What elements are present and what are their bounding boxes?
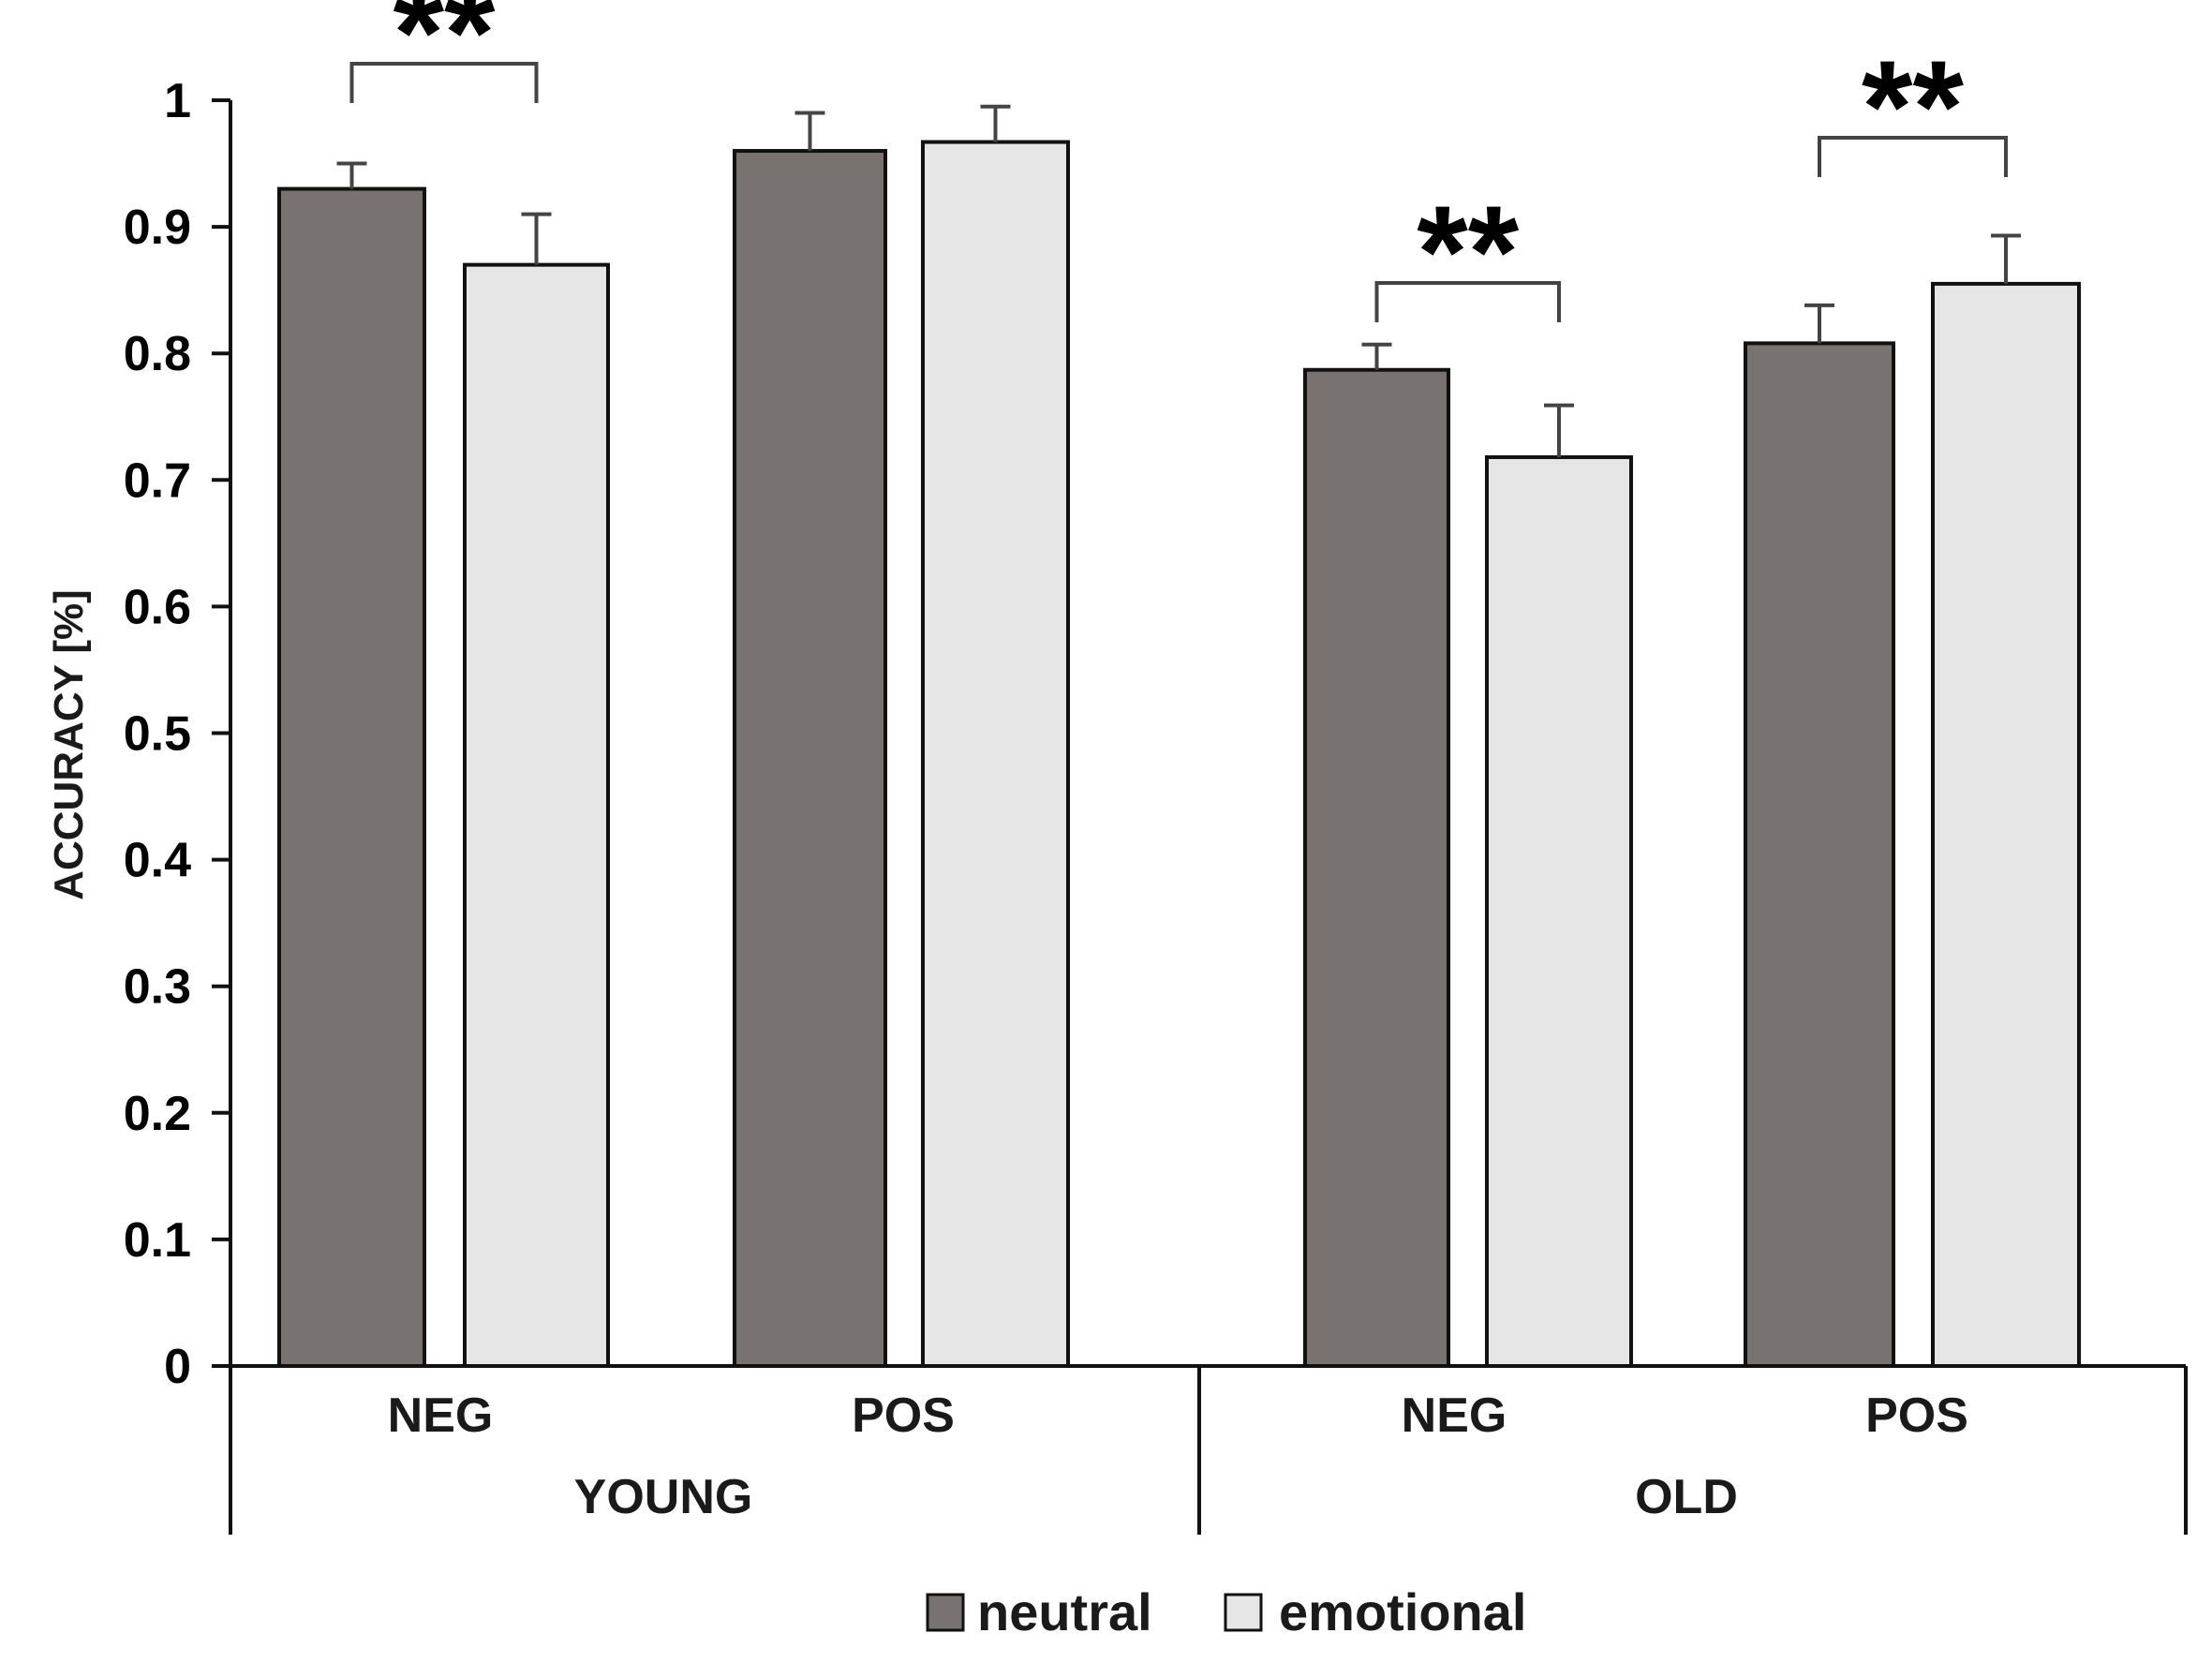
y-tick-label: 0.8 <box>124 327 191 381</box>
bar-old-neg-neutral <box>1303 367 1450 1369</box>
y-tick-label: 0.2 <box>124 1087 191 1141</box>
significance-label: ** <box>1417 178 1519 325</box>
significance-bracket <box>1818 136 2008 177</box>
bars <box>277 140 2081 1369</box>
legend-swatch-emotional <box>1224 1593 1263 1632</box>
significance-bracket <box>1374 281 1561 322</box>
significance-markers: ** ** ** <box>349 0 2008 325</box>
significance-label: ** <box>1862 33 1964 180</box>
y-tick-label: 0.4 <box>124 834 191 888</box>
bar-young-pos-emotional <box>921 140 1070 1368</box>
y-tick-label: 1 <box>164 74 191 128</box>
bar-young-pos-neutral <box>733 149 887 1368</box>
category-label: NEG <box>388 1388 494 1443</box>
group-label: YOUNG <box>574 1470 753 1524</box>
category-labels: NEG POS YOUNG NEG POS OLD <box>388 1388 1968 1524</box>
category-label: POS <box>852 1388 955 1443</box>
bar-young-neg-neutral <box>277 186 426 1369</box>
bar-old-pos-neutral <box>1744 341 1895 1369</box>
y-tick-label: 0.9 <box>124 200 191 255</box>
y-tick-label: 0.5 <box>124 707 191 762</box>
significance-bracket <box>349 62 539 103</box>
y-ticks: 0 0.1 0.2 0.3 0.4 0.5 0.6 0.7 0.8 0.9 1 <box>124 74 230 1394</box>
error-bars <box>336 104 2021 457</box>
y-tick-label: 0.3 <box>124 960 191 1015</box>
y-tick-label: 0.7 <box>124 453 191 508</box>
category-label: NEG <box>1402 1388 1507 1443</box>
group-label: OLD <box>1635 1470 1738 1524</box>
category-label: POS <box>1865 1388 1968 1443</box>
legend-label-emotional: emotional <box>1279 1582 1526 1641</box>
y-axis-label: ACCURACY [%] <box>46 589 92 900</box>
bar-old-neg-emotional <box>1485 454 1633 1368</box>
significance-label: ** <box>393 0 496 106</box>
legend-swatch-neutral <box>926 1593 965 1632</box>
legend: neutral emotional <box>926 1582 1526 1641</box>
bar-young-neg-emotional <box>463 262 610 1368</box>
bar-old-pos-emotional <box>1931 281 2081 1368</box>
legend-label-neutral: neutral <box>977 1582 1152 1641</box>
y-tick-label: 0.1 <box>124 1213 191 1268</box>
y-tick-label: 0.6 <box>124 580 191 634</box>
y-tick-label: 0 <box>164 1340 191 1394</box>
